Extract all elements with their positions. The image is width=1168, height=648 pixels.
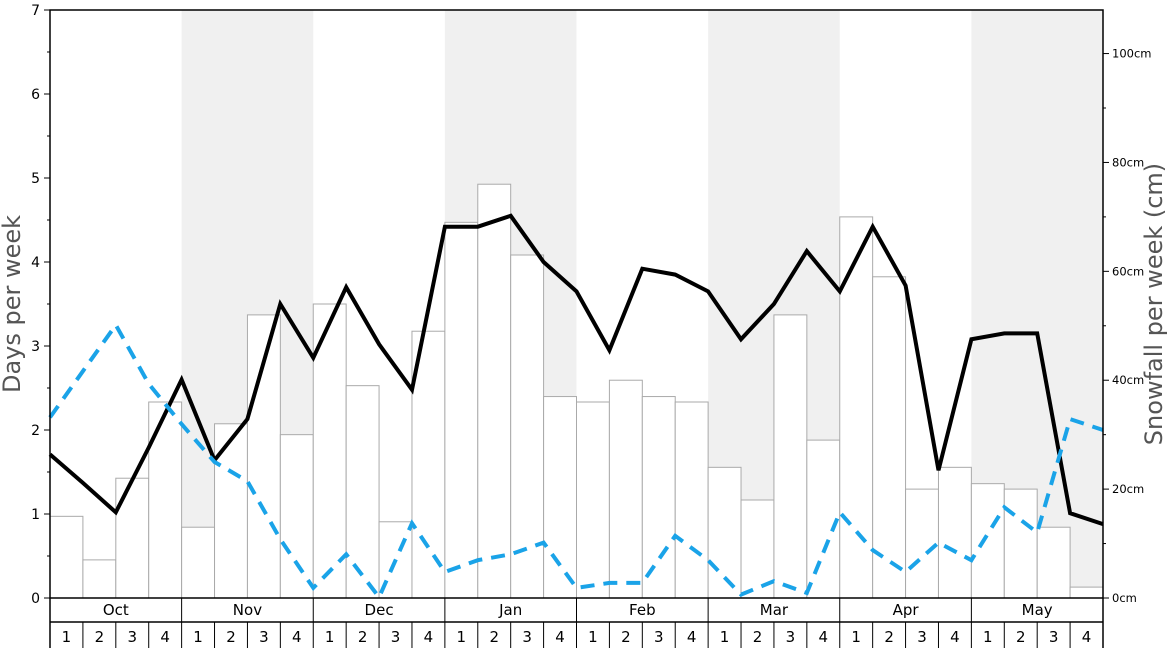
bar-week-10 xyxy=(345,385,380,599)
month-label-dec: Dec xyxy=(365,601,394,619)
week-label: 2 xyxy=(226,628,236,646)
bar-week-24 xyxy=(806,439,841,599)
week-label: 1 xyxy=(193,628,203,646)
month-label-mar: Mar xyxy=(760,601,789,619)
left-tick-label: 4 xyxy=(31,255,40,271)
week-label: 3 xyxy=(786,628,796,646)
y-axis-title-left: Days per week xyxy=(0,215,26,393)
week-label: 2 xyxy=(358,628,368,646)
bar-week-15 xyxy=(510,254,545,599)
bar-week-28 xyxy=(937,466,972,599)
bar-week-20 xyxy=(674,401,709,599)
bar-week-19 xyxy=(641,396,676,599)
right-tick-label: 100cm xyxy=(1112,47,1151,61)
bar-week-4 xyxy=(148,401,183,599)
left-tick-label: 7 xyxy=(31,3,40,19)
bar-week-9 xyxy=(312,303,347,599)
bar-week-12 xyxy=(411,330,446,599)
tick-labels: 0 1 2 3 4 5 6 7 0cm 20cm 40cm 60cm 80cm 100cm Oct 1 2 3 4 N… xyxy=(31,3,1151,646)
week-label: 2 xyxy=(884,628,894,646)
left-tick-label: 0 xyxy=(31,591,40,607)
week-label: 2 xyxy=(753,628,763,646)
week-label: 1 xyxy=(325,628,335,646)
left-tick-label: 2 xyxy=(31,423,40,439)
bar-week-23 xyxy=(773,314,808,599)
week-label: 2 xyxy=(1016,628,1026,646)
left-tick-label: 5 xyxy=(31,171,40,187)
week-label: 1 xyxy=(983,628,993,646)
bar-week-32 xyxy=(1069,586,1104,599)
month-label-may: May xyxy=(1022,601,1053,619)
week-label: 3 xyxy=(1049,628,1059,646)
month-label-apr: Apr xyxy=(893,601,920,619)
week-label: 4 xyxy=(555,628,565,646)
bar-week-31 xyxy=(1036,526,1071,599)
bar-week-8 xyxy=(279,434,314,599)
bar-week-30 xyxy=(1003,488,1038,599)
week-label: 1 xyxy=(457,628,467,646)
bar-week-5 xyxy=(181,526,216,599)
right-tick-label: 0cm xyxy=(1112,591,1137,605)
week-label: 4 xyxy=(950,628,960,646)
bar-week-14 xyxy=(477,183,512,599)
bar-week-3 xyxy=(115,477,150,599)
month-label-jan: Jan xyxy=(498,601,522,619)
y-axis-title-right: Snowfall per week (cm) xyxy=(1140,163,1168,445)
week-label: 1 xyxy=(588,628,598,646)
bar-week-18 xyxy=(608,379,643,599)
month-label-oct: Oct xyxy=(103,601,129,619)
week-label: 1 xyxy=(851,628,861,646)
week-label: 2 xyxy=(621,628,631,646)
week-label: 3 xyxy=(654,628,664,646)
right-tick-label: 60cm xyxy=(1112,264,1144,278)
bar-week-16 xyxy=(543,396,577,599)
bar-week-17 xyxy=(576,401,610,599)
right-tick-label: 20cm xyxy=(1112,482,1144,496)
right-tick-label: 40cm xyxy=(1112,373,1144,387)
bar-week-13 xyxy=(444,221,479,599)
bar-week-25 xyxy=(839,216,874,599)
week-label: 4 xyxy=(687,628,697,646)
week-label: 4 xyxy=(292,628,302,646)
week-label: 2 xyxy=(95,628,105,646)
bar-week-29 xyxy=(970,483,1005,599)
week-label: 2 xyxy=(489,628,499,646)
bar-week-2 xyxy=(82,559,117,599)
week-label: 1 xyxy=(720,628,730,646)
month-label-nov: Nov xyxy=(233,601,262,619)
right-tick-label: 80cm xyxy=(1112,155,1144,169)
left-tick-label: 3 xyxy=(31,339,40,355)
bar-week-1 xyxy=(49,515,84,599)
bar-week-27 xyxy=(905,488,939,599)
left-tick-label: 6 xyxy=(31,87,40,103)
week-label: 3 xyxy=(259,628,269,646)
week-label: 1 xyxy=(62,628,72,646)
left-tick-label: 1 xyxy=(31,507,40,523)
week-label: 4 xyxy=(819,628,829,646)
month-label-feb: Feb xyxy=(629,601,656,619)
week-label: 3 xyxy=(127,628,137,646)
week-label: 3 xyxy=(522,628,532,646)
dashed-blue-line xyxy=(48,321,1104,602)
week-label: 3 xyxy=(917,628,927,646)
week-label: 3 xyxy=(391,628,401,646)
solid-black-line xyxy=(48,213,1104,526)
week-label: 4 xyxy=(424,628,434,646)
week-label: 4 xyxy=(1082,628,1092,646)
week-label: 4 xyxy=(160,628,170,646)
snowfall-bars xyxy=(49,183,1104,599)
axes xyxy=(44,9,1109,648)
series-lines xyxy=(48,213,1104,602)
bar-week-26 xyxy=(872,276,907,599)
bar-week-6 xyxy=(214,423,248,599)
